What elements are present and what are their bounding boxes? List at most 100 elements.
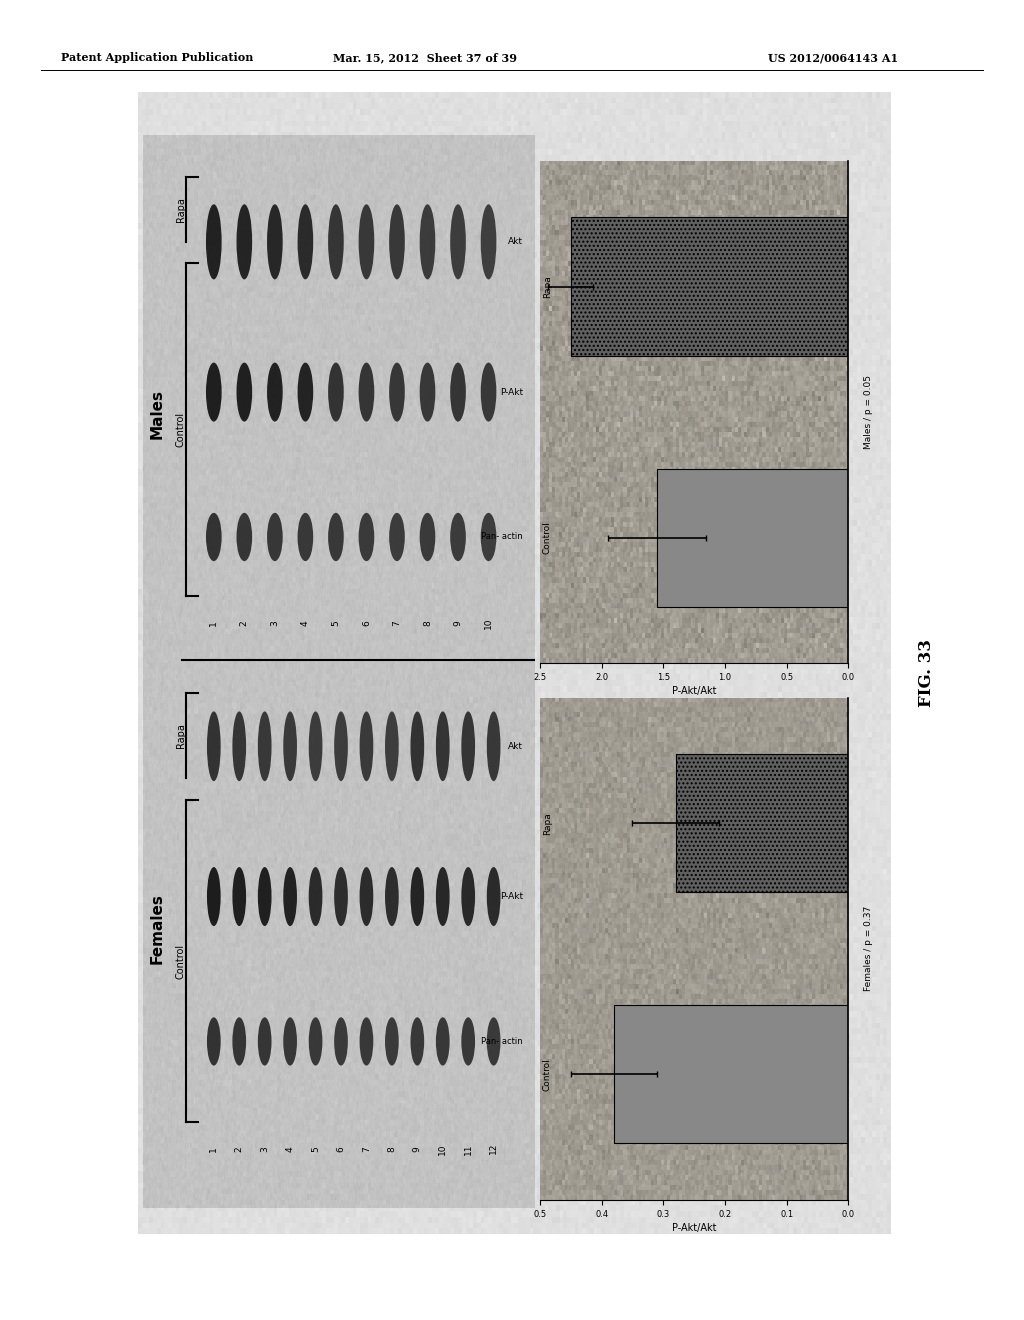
Text: Control: Control (175, 944, 185, 978)
Ellipse shape (237, 363, 252, 421)
Ellipse shape (334, 1018, 348, 1065)
Text: Females: Females (150, 894, 165, 964)
Ellipse shape (359, 1018, 374, 1065)
Text: Akt: Akt (508, 238, 523, 247)
Text: 1: 1 (209, 620, 218, 626)
Ellipse shape (359, 711, 374, 781)
Text: Males / p = 0.05: Males / p = 0.05 (864, 375, 872, 449)
Text: 8: 8 (387, 1146, 396, 1151)
Text: US 2012/0064143 A1: US 2012/0064143 A1 (768, 51, 898, 63)
Bar (676, 754, 849, 892)
Text: 6: 6 (337, 1146, 345, 1151)
Ellipse shape (237, 205, 252, 280)
Ellipse shape (298, 205, 313, 280)
Ellipse shape (480, 205, 497, 280)
Ellipse shape (207, 867, 220, 927)
Text: 3: 3 (260, 1146, 269, 1151)
Ellipse shape (411, 867, 424, 927)
Ellipse shape (308, 1018, 323, 1065)
Ellipse shape (385, 867, 398, 927)
Ellipse shape (385, 1018, 398, 1065)
Ellipse shape (308, 711, 323, 781)
Ellipse shape (411, 1018, 424, 1065)
Text: Males: Males (150, 388, 165, 438)
Ellipse shape (267, 513, 283, 561)
Text: 9: 9 (454, 620, 463, 626)
Ellipse shape (267, 205, 283, 280)
Text: 4: 4 (301, 620, 310, 626)
Text: FIG. 33: FIG. 33 (919, 639, 935, 708)
Ellipse shape (206, 205, 221, 280)
Ellipse shape (206, 363, 221, 421)
Ellipse shape (389, 363, 404, 421)
Text: Pan- actin: Pan- actin (481, 532, 523, 541)
Ellipse shape (267, 363, 283, 421)
Ellipse shape (358, 363, 374, 421)
Text: Females / p = 0.37: Females / p = 0.37 (864, 906, 872, 991)
Text: 7: 7 (361, 1146, 371, 1151)
Ellipse shape (436, 711, 450, 781)
Ellipse shape (358, 513, 374, 561)
Ellipse shape (207, 711, 220, 781)
Text: Control: Control (543, 1057, 552, 1090)
Ellipse shape (232, 1018, 246, 1065)
Ellipse shape (389, 513, 404, 561)
Ellipse shape (232, 867, 246, 927)
Text: Akt: Akt (508, 742, 523, 751)
Ellipse shape (436, 1018, 450, 1065)
Text: 5: 5 (311, 1146, 321, 1151)
Ellipse shape (298, 513, 313, 561)
Text: 12: 12 (489, 1143, 498, 1155)
Ellipse shape (480, 513, 497, 561)
Ellipse shape (328, 363, 344, 421)
Ellipse shape (334, 867, 348, 927)
Ellipse shape (385, 711, 398, 781)
Text: P-Akt: P-Akt (500, 892, 523, 902)
Ellipse shape (462, 867, 475, 927)
Text: Rapa: Rapa (175, 197, 185, 222)
Ellipse shape (284, 711, 297, 781)
Ellipse shape (486, 867, 501, 927)
Text: Pan- actin: Pan- actin (481, 1038, 523, 1045)
Ellipse shape (284, 867, 297, 927)
Ellipse shape (389, 205, 404, 280)
Text: Control: Control (543, 521, 552, 554)
Ellipse shape (232, 711, 246, 781)
Ellipse shape (462, 1018, 475, 1065)
Ellipse shape (462, 711, 475, 781)
X-axis label: P-Akt/Akt: P-Akt/Akt (672, 1222, 717, 1233)
Text: 1: 1 (209, 1146, 218, 1151)
Text: Control: Control (175, 412, 185, 447)
Text: 4: 4 (286, 1146, 295, 1151)
Text: Mar. 15, 2012  Sheet 37 of 39: Mar. 15, 2012 Sheet 37 of 39 (333, 51, 517, 63)
Ellipse shape (420, 363, 435, 421)
Ellipse shape (258, 867, 271, 927)
Ellipse shape (206, 513, 221, 561)
Text: 11: 11 (464, 1143, 473, 1155)
Ellipse shape (258, 711, 271, 781)
Text: Rapa: Rapa (543, 275, 552, 298)
Ellipse shape (359, 867, 374, 927)
Ellipse shape (358, 205, 374, 280)
Ellipse shape (451, 363, 466, 421)
Text: 10: 10 (484, 618, 493, 628)
Text: P-Akt: P-Akt (500, 388, 523, 396)
Ellipse shape (486, 1018, 501, 1065)
Ellipse shape (436, 867, 450, 927)
Ellipse shape (207, 1018, 220, 1065)
Text: Patent Application Publication: Patent Application Publication (61, 51, 254, 63)
Ellipse shape (451, 513, 466, 561)
Ellipse shape (411, 711, 424, 781)
Ellipse shape (258, 1018, 271, 1065)
Ellipse shape (451, 205, 466, 280)
Text: 2: 2 (234, 1146, 244, 1151)
Ellipse shape (308, 867, 323, 927)
Ellipse shape (298, 363, 313, 421)
Ellipse shape (480, 363, 497, 421)
Text: 6: 6 (361, 620, 371, 626)
Text: 10: 10 (438, 1143, 447, 1155)
Text: 9: 9 (413, 1146, 422, 1151)
Text: 3: 3 (270, 620, 280, 626)
Text: 5: 5 (332, 620, 340, 626)
Ellipse shape (328, 513, 344, 561)
